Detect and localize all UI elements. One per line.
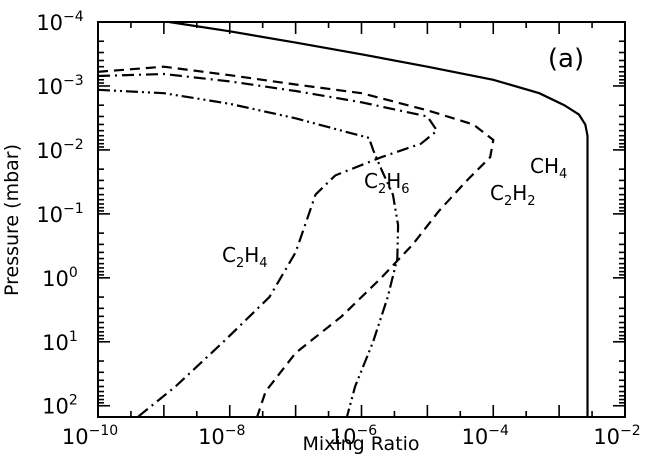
ch4-label: CH4 <box>530 154 567 182</box>
plot-frame <box>97 21 626 418</box>
y-axis-title: Pressure (mbar) <box>1 144 23 296</box>
c2h4-label: C2H4 <box>222 243 268 271</box>
series-line-3 <box>97 72 439 418</box>
x-axis-title: Mixing Ratio <box>302 433 419 455</box>
y-tick-label: 10−1 <box>36 201 83 227</box>
series-line-2 <box>97 88 400 418</box>
x-tick-label: 10−6 <box>330 423 377 449</box>
series-line-1 <box>97 65 495 418</box>
y-tick-label: 10−4 <box>36 9 83 35</box>
y-tick-label: 102 <box>42 393 78 419</box>
y-tick-label: 10−2 <box>36 137 83 163</box>
curves-layer <box>97 20 589 418</box>
labels-layer: 10−10 10−8 10−6 10−4 10−2 10−4 10−3 10−2 10−1 100… <box>36 9 640 449</box>
c2h6-label: C2H6 <box>364 169 410 197</box>
x-tick-label: 10−10 <box>62 423 118 449</box>
y-tick-label: 10−3 <box>36 73 83 99</box>
c2h2-label: C2H2 <box>490 181 536 209</box>
x-tick-label: 10−4 <box>462 423 509 449</box>
series-line-0 <box>168 20 589 417</box>
ticks-layer <box>97 21 626 417</box>
x-tick-label: 10−2 <box>593 423 640 449</box>
x-tick-label: 10−8 <box>198 423 245 449</box>
y-tick-label: 100 <box>42 265 78 291</box>
panel-label: (a) <box>548 44 584 74</box>
y-tick-label: 101 <box>42 329 78 355</box>
